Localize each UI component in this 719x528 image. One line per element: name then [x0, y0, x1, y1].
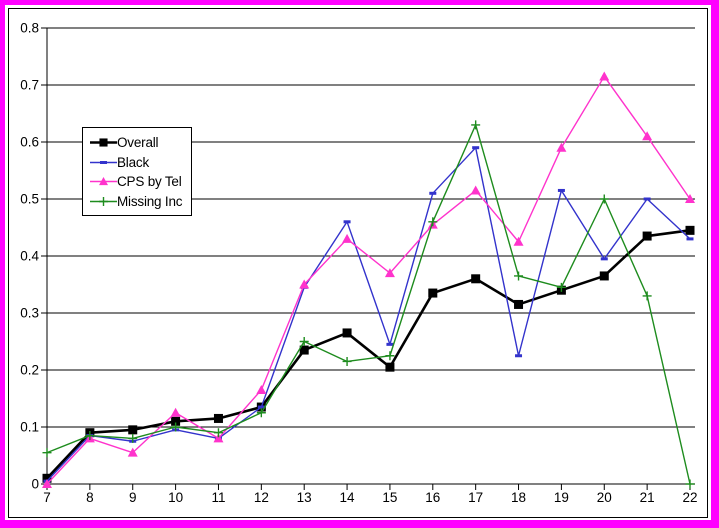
svg-text:9: 9	[129, 490, 137, 505]
overall-series-marker-icon	[90, 136, 117, 149]
svg-text:0.6: 0.6	[20, 135, 39, 150]
svg-text:22: 22	[682, 490, 697, 505]
cps-by-tel-series-marker-icon	[90, 175, 117, 188]
svg-text:20: 20	[597, 490, 612, 505]
svg-text:12: 12	[254, 490, 269, 505]
chart-frame	[8, 8, 708, 518]
black-series-marker-icon	[90, 156, 117, 169]
legend-item-black: Black	[90, 153, 191, 173]
svg-text:10: 10	[168, 490, 183, 505]
svg-text:11: 11	[211, 490, 225, 505]
missing-inc-series-marker-icon	[90, 195, 117, 208]
svg-text:0.1: 0.1	[20, 420, 39, 435]
svg-text:19: 19	[554, 490, 569, 505]
legend-item-cps-by-tel: CPS by Tel	[90, 172, 191, 192]
svg-text:16: 16	[425, 490, 440, 505]
svg-text:7: 7	[43, 490, 51, 505]
svg-text:18: 18	[511, 490, 526, 505]
svg-text:21: 21	[640, 490, 655, 505]
svg-text:0: 0	[31, 477, 39, 492]
svg-text:0.3: 0.3	[20, 306, 39, 321]
legend: Overall Black CPS by Tel Missing Inc	[82, 127, 192, 216]
svg-text:14: 14	[340, 490, 356, 505]
legend-item-overall: Overall	[90, 133, 191, 153]
svg-text:15: 15	[382, 490, 397, 505]
svg-text:0.7: 0.7	[20, 78, 39, 93]
legend-label-missing-inc: Missing Inc	[117, 193, 183, 209]
svg-text:17: 17	[468, 490, 483, 505]
svg-text:0.5: 0.5	[20, 192, 39, 207]
svg-text:0.8: 0.8	[20, 21, 39, 36]
svg-text:0.2: 0.2	[20, 363, 39, 378]
svg-text:8: 8	[86, 490, 94, 505]
legend-item-missing-inc: Missing Inc	[90, 192, 191, 212]
legend-label-black: Black	[117, 154, 150, 170]
svg-text:0.4: 0.4	[20, 249, 39, 264]
legend-label-overall: Overall	[117, 135, 159, 151]
legend-label-cps-by-tel: CPS by Tel	[117, 174, 182, 190]
svg-text:13: 13	[297, 490, 312, 505]
